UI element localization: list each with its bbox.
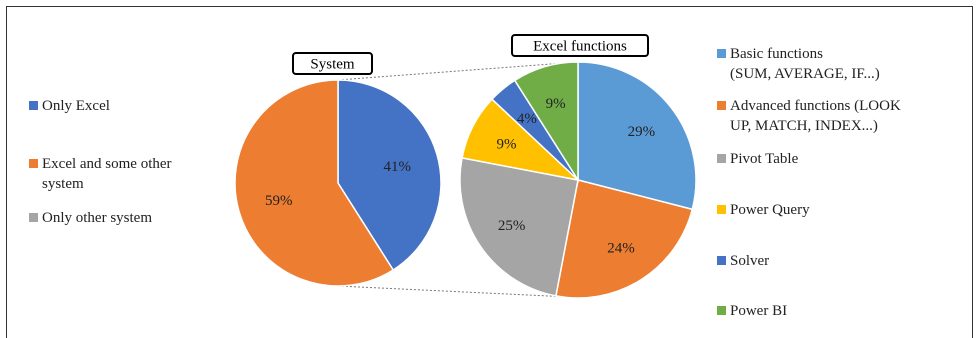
legend1-item-2: Only other system — [42, 210, 152, 226]
system-title-box — [292, 52, 373, 75]
legend2-item-5: Power BI — [730, 303, 787, 319]
pie2-data-label-2: 25% — [498, 218, 526, 234]
legend1-item-0: Only Excel — [42, 98, 110, 114]
legend2-item-2: Pivot Table — [730, 151, 799, 167]
pie2-data-label-5: 9% — [546, 96, 566, 112]
excel-functions-title-box — [511, 34, 649, 57]
legend2-item-3: Power Query — [730, 202, 810, 218]
pie2-data-label-0: 29% — [628, 124, 656, 140]
legend1-item-1: Excel and some other system — [42, 156, 172, 192]
legend2-swatch-0 — [717, 49, 726, 58]
pie2-data-label-3: 9% — [497, 137, 517, 153]
pie1-slice-1 — [234, 79, 395, 287]
system-title: System — [310, 57, 355, 73]
chart-border — [6, 6, 973, 338]
legend2-swatch-3 — [717, 205, 726, 214]
legend2-swatch-5 — [717, 306, 726, 315]
connector-line-top — [337, 61, 579, 81]
legend2-item-0: Basic functions (SUM, AVERAGE, IF...) — [730, 46, 880, 82]
pie2-slice-1 — [555, 179, 694, 299]
legend2-item-1: Advanced functions (LOOK UP, MATCH, INDEX… — [730, 98, 901, 134]
legend1-swatch-1 — [29, 159, 38, 168]
pie2-slice-5 — [513, 61, 579, 183]
legend2-item-4: Solver — [730, 253, 769, 269]
connector-line-bottom — [337, 285, 571, 298]
pie2-slice-2 — [459, 157, 579, 297]
legend2-swatch-1 — [717, 101, 726, 110]
legend2-swatch-4 — [717, 256, 726, 265]
excel-functions-title: Excel functions — [533, 39, 627, 55]
pie2-slice-0 — [577, 61, 697, 211]
pie1-data-label-1: 59% — [265, 193, 293, 209]
legend1-swatch-2 — [29, 213, 38, 222]
pie2-data-label-4: 4% — [517, 111, 537, 127]
legend1-swatch-0 — [29, 101, 38, 110]
pie1-data-label-0: 41% — [384, 159, 412, 175]
pie2-data-label-1: 24% — [607, 241, 635, 257]
legend2-swatch-2 — [717, 154, 726, 163]
